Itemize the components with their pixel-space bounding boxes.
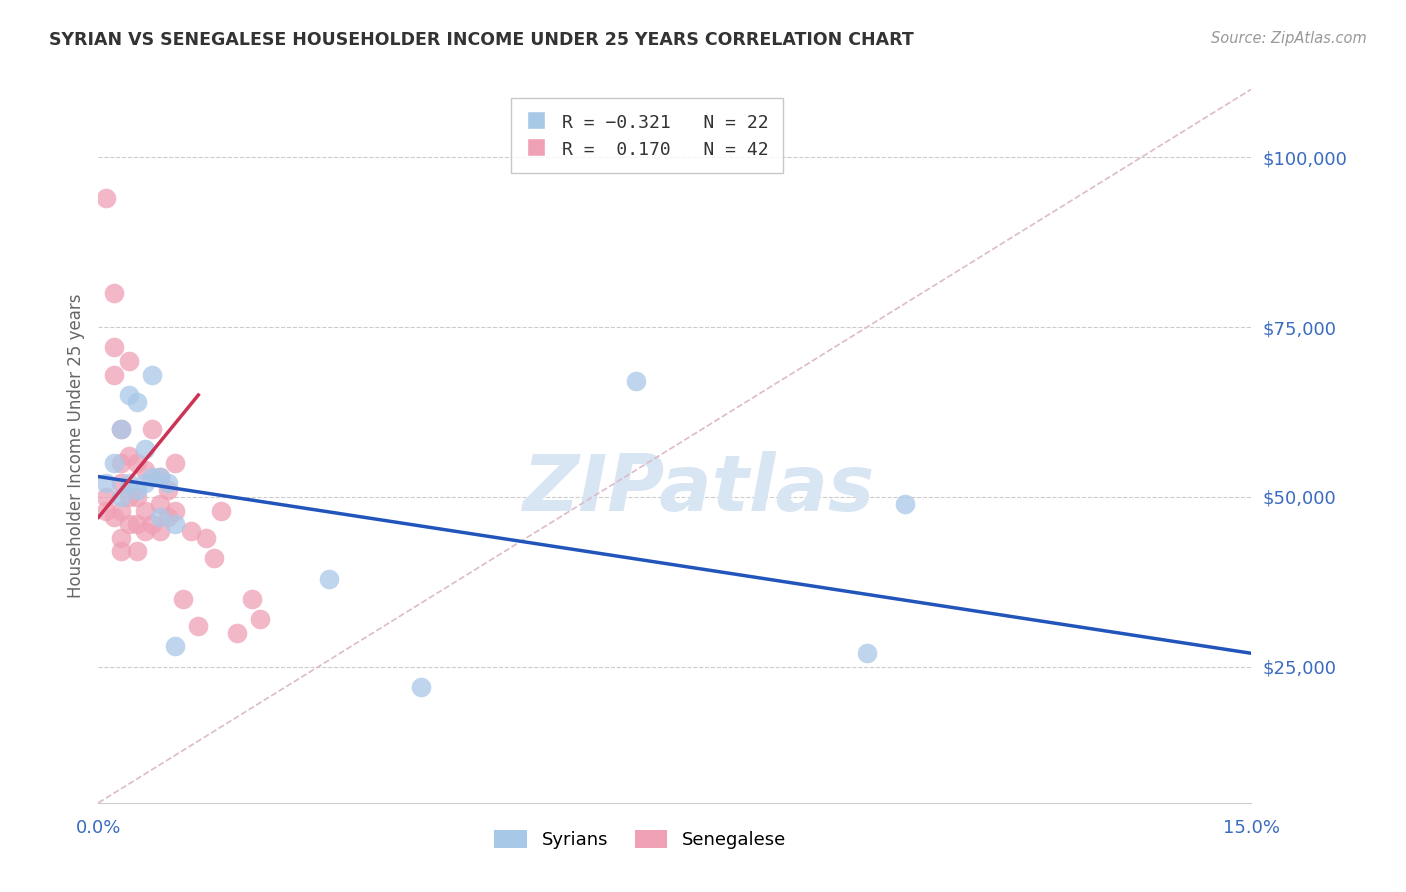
Point bbox=[125, 544, 148, 558]
Point bbox=[103, 368, 125, 382]
Point bbox=[209, 503, 232, 517]
Point bbox=[110, 531, 132, 545]
Point bbox=[149, 469, 172, 483]
Point bbox=[141, 422, 163, 436]
Point bbox=[165, 503, 187, 517]
Point bbox=[156, 510, 179, 524]
Point bbox=[195, 531, 218, 545]
Point bbox=[94, 191, 117, 205]
Point bbox=[149, 497, 172, 511]
Point bbox=[856, 646, 879, 660]
Point bbox=[172, 591, 194, 606]
Legend: Syrians, Senegalese: Syrians, Senegalese bbox=[485, 821, 796, 858]
Point bbox=[125, 456, 148, 470]
Point bbox=[118, 476, 141, 491]
Point bbox=[156, 476, 179, 491]
Point bbox=[110, 544, 132, 558]
Y-axis label: Householder Income Under 25 years: Householder Income Under 25 years bbox=[66, 293, 84, 599]
Point bbox=[165, 640, 187, 654]
Point bbox=[165, 517, 187, 532]
Point bbox=[165, 456, 187, 470]
Point bbox=[94, 490, 117, 504]
Point bbox=[110, 490, 132, 504]
Point bbox=[118, 517, 141, 532]
Point bbox=[894, 497, 917, 511]
Point bbox=[141, 368, 163, 382]
Point bbox=[94, 503, 117, 517]
Point bbox=[94, 476, 117, 491]
Point bbox=[118, 490, 141, 504]
Point bbox=[103, 286, 125, 301]
Point bbox=[187, 619, 209, 633]
Point bbox=[110, 503, 132, 517]
Point bbox=[134, 503, 156, 517]
Point bbox=[141, 469, 163, 483]
Point bbox=[103, 456, 125, 470]
Point bbox=[411, 680, 433, 694]
Text: SYRIAN VS SENEGALESE HOUSEHOLDER INCOME UNDER 25 YEARS CORRELATION CHART: SYRIAN VS SENEGALESE HOUSEHOLDER INCOME … bbox=[49, 31, 914, 49]
Point bbox=[125, 394, 148, 409]
Point bbox=[134, 442, 156, 457]
Point bbox=[110, 476, 132, 491]
Point bbox=[180, 524, 202, 538]
Point bbox=[149, 469, 172, 483]
Point bbox=[103, 341, 125, 355]
Point bbox=[318, 572, 340, 586]
Point bbox=[125, 517, 148, 532]
Point bbox=[125, 490, 148, 504]
Point bbox=[225, 626, 247, 640]
Point bbox=[202, 551, 225, 566]
Text: ZIPatlas: ZIPatlas bbox=[522, 450, 875, 527]
Point bbox=[249, 612, 271, 626]
Point bbox=[141, 517, 163, 532]
Point bbox=[103, 510, 125, 524]
Point bbox=[118, 354, 141, 368]
Point bbox=[149, 524, 172, 538]
Point bbox=[118, 388, 141, 402]
Point bbox=[134, 463, 156, 477]
Point bbox=[125, 483, 148, 498]
Point bbox=[240, 591, 263, 606]
Point bbox=[134, 524, 156, 538]
Point bbox=[149, 510, 172, 524]
Point bbox=[118, 449, 141, 463]
Point bbox=[110, 456, 132, 470]
Point bbox=[156, 483, 179, 498]
Text: Source: ZipAtlas.com: Source: ZipAtlas.com bbox=[1211, 31, 1367, 46]
Point bbox=[110, 422, 132, 436]
Point bbox=[110, 422, 132, 436]
Point bbox=[626, 375, 648, 389]
Point bbox=[134, 476, 156, 491]
